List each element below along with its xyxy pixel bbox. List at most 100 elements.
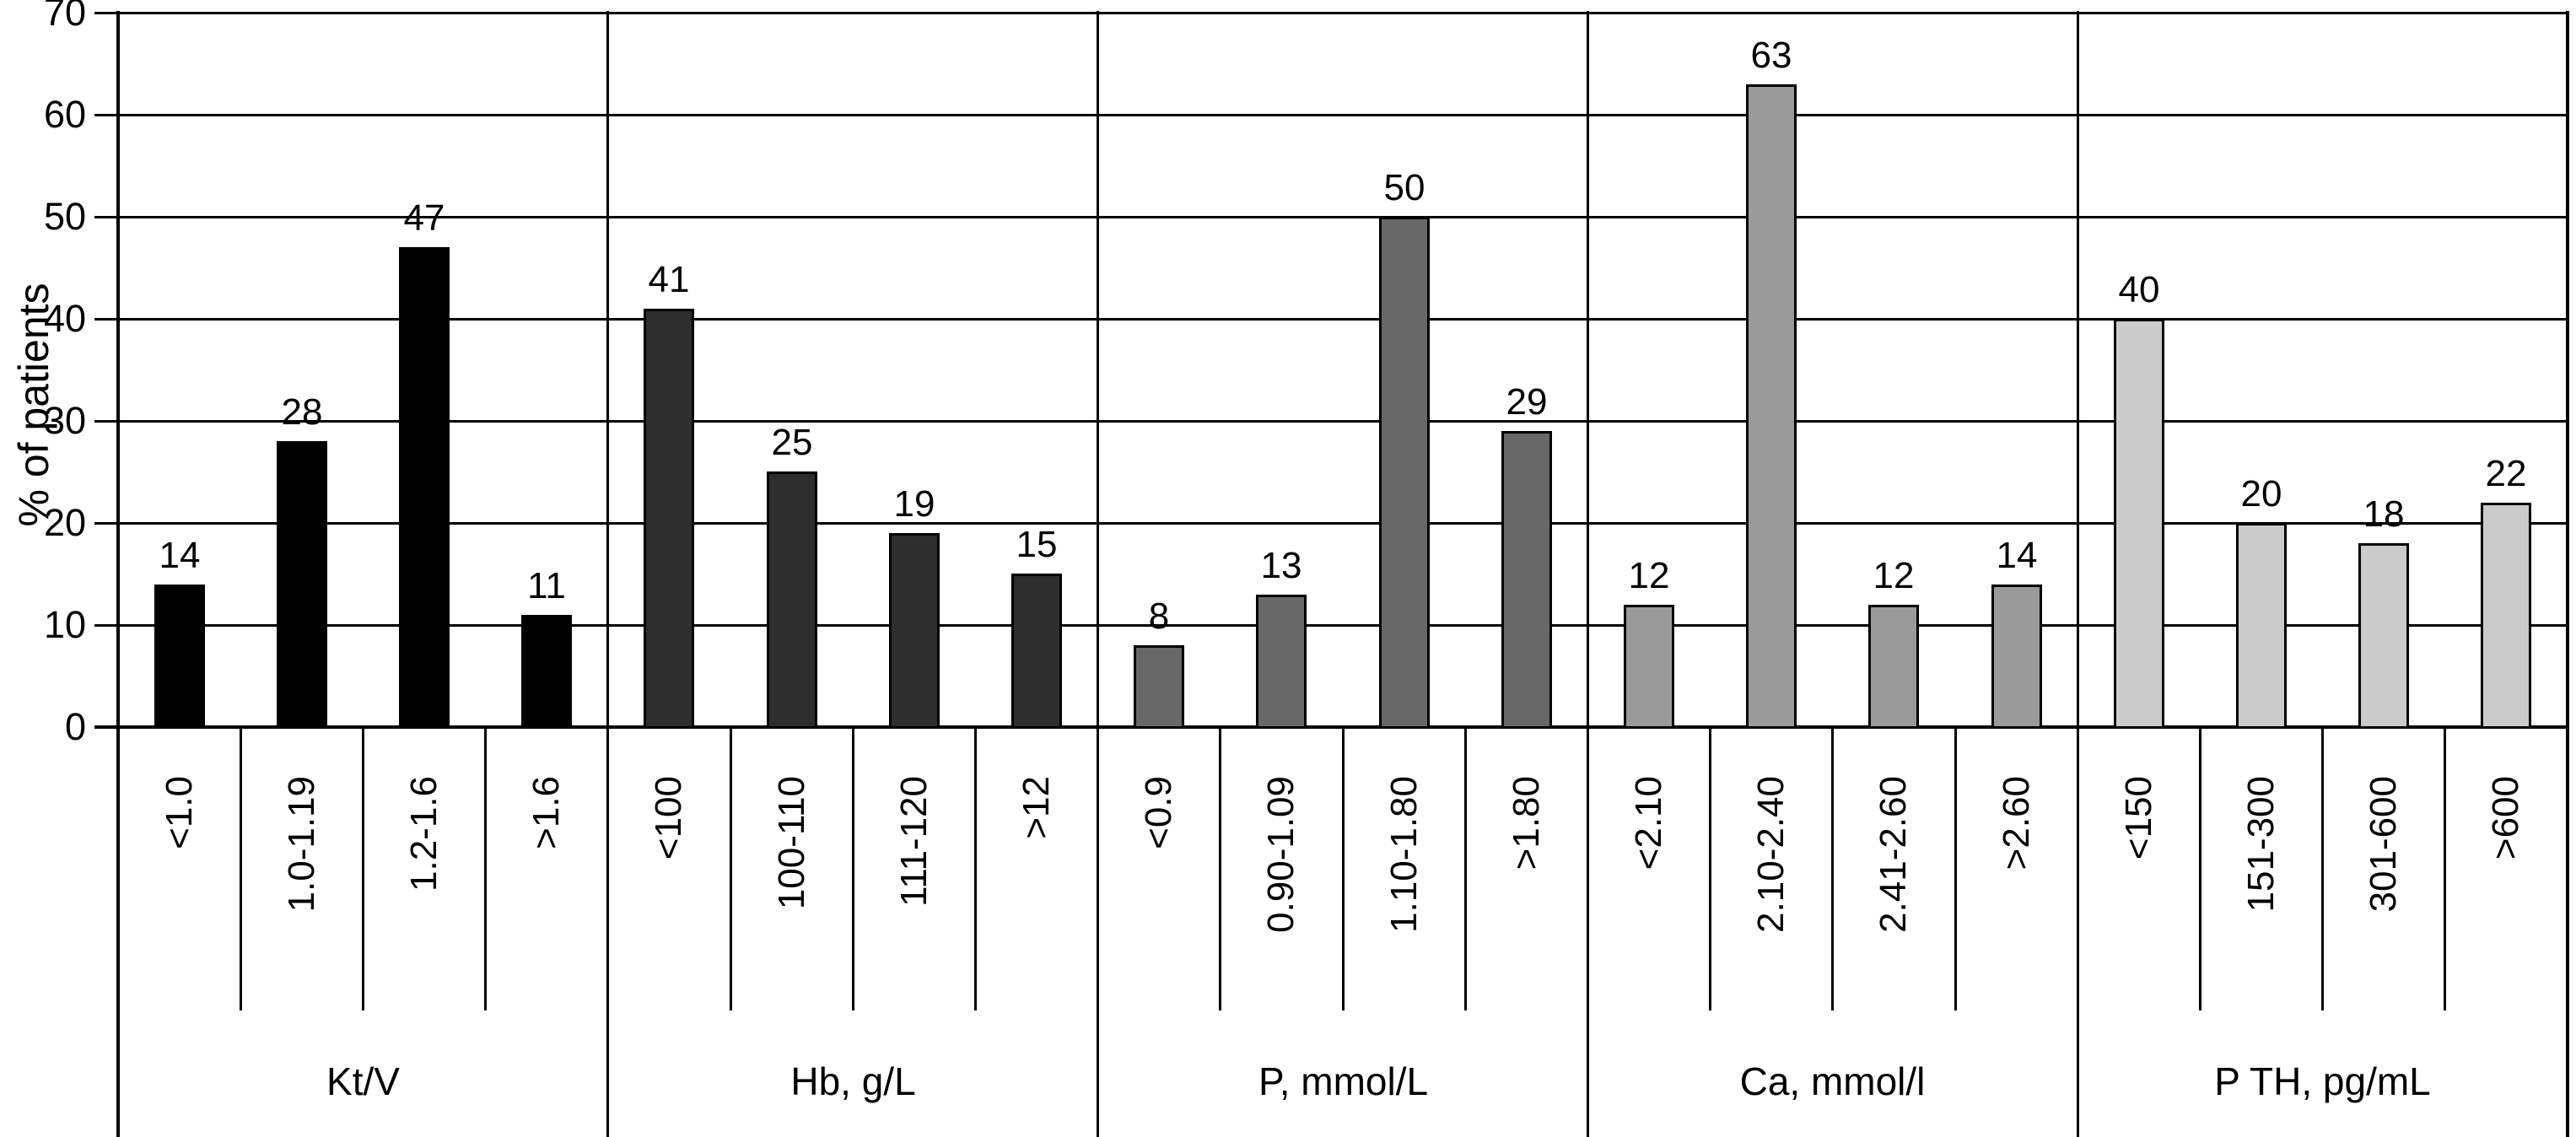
bar-value-label: 12 [1628, 555, 1670, 596]
category-tick-label: 1.2-1.6 [403, 776, 445, 892]
category-separator-line [1831, 727, 1834, 1010]
gridline [94, 522, 2569, 525]
category-separator-line [852, 727, 854, 1010]
category-tick-label: >1.6 [525, 776, 567, 849]
category-separator-line [1342, 727, 1345, 1010]
bar-value-label: 15 [1016, 524, 1058, 565]
bar [154, 585, 205, 729]
bar-value-label: 20 [2240, 473, 2282, 515]
y-tick-label: 60 [43, 93, 86, 136]
y-tick-label: 10 [43, 603, 86, 646]
bar-value-label: 12 [1873, 555, 1915, 596]
bar-value-label: 28 [281, 391, 323, 433]
category-tick-label: 151-300 [2240, 776, 2282, 913]
bar-value-label: 14 [1996, 535, 2038, 576]
gridline [94, 12, 2569, 14]
y-tick-label: 70 [43, 0, 86, 34]
category-tick-label: 1.10-1.80 [1383, 776, 1425, 933]
group-title: P, mmol/L [1258, 1059, 1429, 1103]
category-separator-line [974, 727, 977, 1010]
category-tick-label: <0.9 [1138, 776, 1179, 849]
bar-value-label: 11 [527, 565, 566, 606]
category-separator-line [1709, 727, 1711, 1010]
bar [2114, 319, 2164, 729]
group-boundary-line [1097, 11, 1099, 1137]
category-tick-label: 111-120 [893, 776, 935, 907]
bar [1746, 84, 1797, 729]
bar [1501, 431, 1552, 729]
category-tick-label: <100 [648, 776, 689, 860]
bar [277, 441, 327, 729]
gridline [94, 318, 2569, 321]
gridline [94, 114, 2569, 116]
category-separator-line [484, 727, 487, 1010]
y-tick-label: 30 [43, 399, 86, 442]
category-tick-label: 2.41-2.60 [1873, 776, 1914, 933]
bar [889, 533, 940, 729]
bar [1991, 585, 2042, 729]
bar-value-label: 22 [2485, 453, 2527, 494]
group-title: Hb, g/L [790, 1059, 916, 1103]
bar-value-label: 50 [1383, 167, 1425, 208]
bar-value-label: 13 [1260, 545, 1302, 586]
bar [1624, 605, 1674, 729]
bar-value-label: 18 [2363, 493, 2405, 535]
bar [1011, 574, 1062, 729]
group-title: Ca, mmol/l [1739, 1059, 1926, 1103]
bar [1379, 217, 1430, 729]
category-separator-line [1464, 727, 1467, 1010]
category-tick-label: 2.10-2.40 [1750, 776, 1792, 933]
category-tick-label: 1.0-1.19 [281, 776, 322, 913]
category-tick-label: 100-110 [771, 776, 812, 910]
bar-value-label: 63 [1750, 35, 1792, 76]
bar [399, 247, 450, 729]
bar-value-label: 14 [159, 535, 201, 576]
bar [1868, 605, 1919, 729]
category-tick-label: 301-600 [2363, 776, 2404, 913]
category-tick-label: <2.10 [1628, 776, 1669, 870]
bar [2236, 523, 2287, 729]
category-tick-label: 0.90-1.09 [1260, 776, 1301, 933]
bar [644, 309, 694, 729]
category-separator-line [730, 727, 732, 1010]
category-tick-label: <150 [2118, 776, 2159, 860]
bar-value-label: 19 [893, 483, 935, 525]
gridline [94, 216, 2569, 218]
bar [767, 472, 817, 729]
y-tick-label: 0 [64, 705, 86, 748]
x-axis-line [94, 725, 2569, 729]
y-tick-label: 40 [43, 297, 86, 340]
category-separator-line [2321, 727, 2324, 1010]
category-tick-label: >2.60 [1996, 776, 2037, 870]
bar-value-label: 47 [403, 197, 445, 239]
group-boundary-line [1587, 11, 1589, 1137]
group-boundary-line [606, 11, 609, 1137]
category-separator-line [1954, 727, 1957, 1010]
bar-value-label: 25 [771, 422, 813, 463]
y-axis-line [116, 11, 120, 1137]
bar [521, 615, 572, 729]
category-tick-label: >12 [1016, 776, 1057, 839]
bar [1256, 595, 1307, 729]
bar-value-label: 40 [2118, 269, 2160, 310]
y-tick-label: 50 [43, 195, 86, 238]
bar-value-label: 29 [1506, 381, 1548, 423]
plot-right-border [2566, 11, 2569, 1137]
bar [2358, 543, 2409, 729]
group-title: Kt/V [326, 1059, 400, 1103]
bar-value-label: 41 [648, 259, 690, 300]
category-separator-line [2444, 727, 2446, 1010]
category-tick-label: >1.80 [1506, 776, 1547, 870]
bar [2481, 503, 2531, 729]
gridline [94, 624, 2569, 627]
bar-value-label: 8 [1148, 595, 1170, 637]
bar [1134, 645, 1184, 729]
category-separator-line [1219, 727, 1221, 1010]
category-tick-label: >600 [2485, 776, 2526, 860]
group-title: P TH, pg/mL [2214, 1059, 2431, 1103]
category-separator-line [240, 727, 242, 1010]
gridline [94, 420, 2569, 423]
category-tick-label: <1.0 [159, 776, 200, 849]
